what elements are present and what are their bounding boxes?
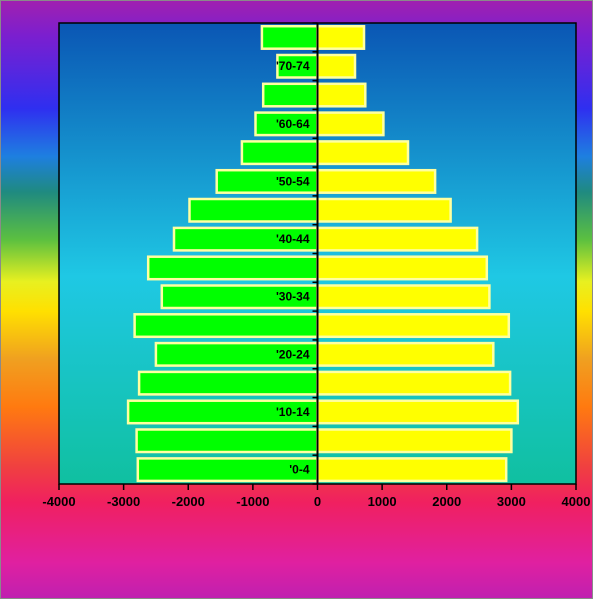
x-tick-label: 2000 — [432, 494, 461, 509]
age-group-label: '0-4 — [289, 463, 310, 477]
x-tick-label: -3000 — [107, 494, 140, 509]
right-bar-60-64 — [316, 111, 385, 137]
right-bar-75+ — [316, 24, 366, 50]
x-tick-label: -2000 — [172, 494, 205, 509]
right-bar-25-29 — [316, 313, 511, 339]
age-group-label: '30-34 — [276, 290, 310, 304]
axes-group — [58, 22, 577, 490]
left-bar-45-49 — [188, 197, 319, 223]
right-bar-35-39 — [316, 255, 489, 281]
right-bar-5-9 — [316, 428, 513, 454]
x-tick-label: 4000 — [562, 494, 591, 509]
labels-group: -4000 -3000 -2000 -1000 0 1000 2000 3000 4000 '0-… — [42, 59, 590, 509]
age-group-label: '40-44 — [276, 232, 310, 246]
left-bar-65-69 — [261, 82, 319, 108]
right-bar-30-34 — [316, 284, 491, 310]
age-group-label: '10-14 — [276, 405, 310, 419]
right-bar-0-4 — [316, 457, 508, 483]
right-bar-50-54 — [316, 168, 437, 194]
x-tick-label: 1000 — [368, 494, 397, 509]
left-bar-55-59 — [240, 140, 319, 166]
right-bar-10-14 — [316, 399, 520, 425]
age-group-label: '20-24 — [276, 347, 310, 361]
left-bar-35-39 — [146, 255, 319, 281]
left-bar-25-29 — [133, 313, 319, 339]
x-tick-label: -1000 — [236, 494, 269, 509]
right-bar-55-59 — [316, 140, 410, 166]
age-group-label: '70-74 — [276, 59, 310, 73]
x-tick-label: 3000 — [497, 494, 526, 509]
right-bar-15-19 — [316, 370, 512, 396]
right-bar-65-69 — [316, 82, 367, 108]
left-bar-15-19 — [137, 370, 319, 396]
right-bar-45-49 — [316, 197, 452, 223]
left-bar-5-9 — [135, 428, 319, 454]
left-bar-75+ — [260, 24, 319, 50]
right-bar-70-74 — [316, 53, 357, 79]
right-bar-40-44 — [316, 226, 479, 252]
age-group-label: '60-64 — [276, 117, 310, 131]
x-tick-label: -4000 — [42, 494, 75, 509]
age-group-label: '50-54 — [276, 174, 310, 188]
right-bar-20-24 — [316, 341, 495, 367]
x-tick-label: 0 — [314, 494, 321, 509]
